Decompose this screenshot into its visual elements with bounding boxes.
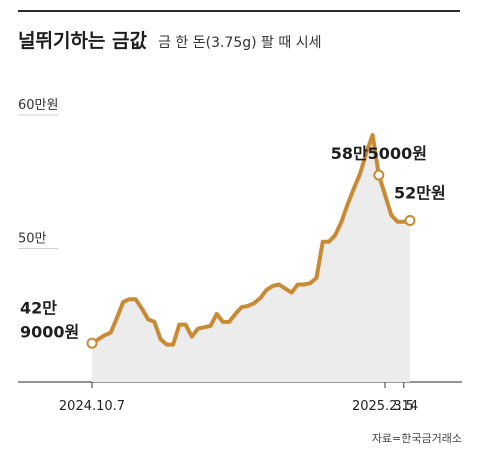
labels-layer: 42만 9000원 58만5000원 52만원 <box>20 144 446 341</box>
header: 널뛰기하는 금값 금 한 돈(3.75g) 팔 때 시세 <box>18 26 321 53</box>
x-tick-label-0: 2024.10.7 <box>59 399 125 414</box>
top-rule <box>18 10 460 12</box>
plot-layer <box>86 133 416 382</box>
chart-title: 널뛰기하는 금값 <box>18 30 147 52</box>
point-label-0-1: 9000원 <box>20 322 79 341</box>
source-note: 자료=한국금거래소 <box>371 432 462 445</box>
point-marker-1 <box>373 169 385 181</box>
y-tick-label-1: 50만 <box>18 232 47 247</box>
x-tick-label-1: 2025.2.14 <box>352 399 418 414</box>
point-marker-0 <box>86 337 98 349</box>
point-label-2-0: 52만원 <box>394 183 446 202</box>
chart-subtitle: 금 한 돈(3.75g) 팔 때 시세 <box>158 35 322 51</box>
point-label-1-0: 58만5000원 <box>331 144 427 163</box>
area-fill <box>92 135 410 382</box>
price-line <box>90 133 412 347</box>
x-tick-label-2: 3.5 <box>393 399 414 414</box>
y-tick-label-0: 60만원 <box>18 98 58 113</box>
point-label-0-0: 42만 <box>20 298 57 317</box>
point-marker-2 <box>404 214 416 226</box>
